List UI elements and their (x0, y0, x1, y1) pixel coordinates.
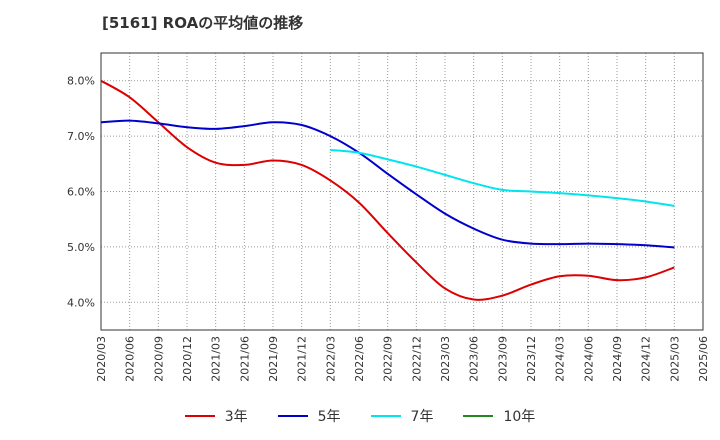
legend-swatch (463, 415, 494, 417)
y-tick-label: 8.0% (67, 75, 95, 88)
legend-item: 7年 (370, 404, 434, 428)
x-tick-label: 2020/09 (152, 336, 165, 382)
y-tick-label: 4.0% (67, 296, 95, 309)
x-tick-label: 2021/09 (267, 336, 280, 382)
x-tick-label: 2023/03 (439, 336, 452, 382)
legend-label: 7年 (410, 409, 434, 425)
legend-item: 3年 (184, 404, 248, 428)
x-tick-label: 2025/03 (668, 336, 681, 382)
legend-item: 10年 (463, 404, 535, 428)
x-tick-label: 2021/06 (238, 336, 251, 382)
x-tick-label: 2023/06 (468, 336, 481, 382)
x-tick-label: 2022/06 (353, 336, 366, 382)
legend-swatch (370, 415, 401, 417)
series-line-3 (330, 148, 675, 207)
x-tick-label: 2020/06 (124, 336, 137, 382)
x-tick-label: 2020/12 (181, 336, 194, 382)
x-tick-label: 2021/12 (296, 336, 309, 382)
x-tick-label: 2021/03 (210, 336, 223, 382)
x-tick-label: 2024/12 (640, 336, 653, 382)
series-line-2 (100, 119, 675, 249)
x-tick-label: 2025/06 (697, 336, 710, 382)
y-tick-label: 5.0% (67, 241, 95, 254)
x-tick-label: 2024/03 (554, 336, 567, 382)
x-tick-label: 2024/06 (582, 336, 595, 382)
plot-border (100, 52, 704, 331)
x-tick-label: 2022/12 (410, 336, 423, 382)
x-tick-label: 2024/09 (611, 336, 624, 382)
legend-swatch (277, 415, 308, 417)
legend-label: 3年 (224, 409, 248, 425)
chart-title: [5161] ROAの平均値の推移 (102, 14, 304, 32)
legend: 3年 5年 7年 10年 (0, 404, 720, 428)
x-tick-label: 2022/09 (382, 336, 395, 382)
y-tick-label: 7.0% (67, 130, 95, 143)
legend-item: 5年 (277, 404, 341, 428)
y-tick-label: 6.0% (67, 186, 95, 199)
x-tick-label: 2023/12 (525, 336, 538, 382)
legend-swatch (184, 415, 215, 417)
x-tick-label: 2020/03 (95, 336, 108, 382)
x-tick-label: 2022/03 (324, 336, 337, 382)
x-tick-label: 2023/09 (496, 336, 509, 382)
legend-label: 5年 (317, 409, 341, 425)
legend-label: 10年 (503, 409, 536, 425)
series-line-1 (100, 79, 675, 301)
